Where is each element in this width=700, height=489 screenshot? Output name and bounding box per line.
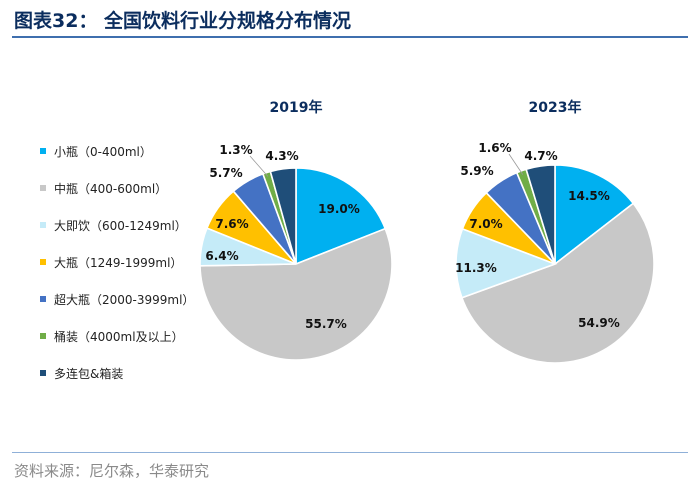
pie-slice: [460, 202, 655, 364]
data-label: 19.0%: [318, 202, 360, 216]
data-label: 1.6%: [478, 141, 511, 155]
pie-0: 2019年 19.0% 55.7% 6.4% 7.6% 5.7% 1.3% 4.3%: [199, 99, 393, 361]
data-label: 14.5%: [568, 189, 610, 203]
pie-title: 2019年: [270, 99, 323, 116]
data-label: 4.3%: [265, 149, 298, 163]
data-label: 5.7%: [209, 166, 242, 180]
pie-slice: [455, 227, 558, 299]
leader-line: [508, 153, 524, 175]
data-label: 7.6%: [215, 217, 248, 231]
legend-label: 中瓶（400-600ml）: [54, 181, 167, 196]
page-title: 图表32： 全国饮料行业分规格分布情况: [14, 10, 352, 32]
legend-swatch: [40, 370, 46, 376]
pie-charts: 2019年 19.0% 55.7% 6.4% 7.6% 5.7% 1.3% 4.3% 2023年…: [199, 99, 655, 364]
legend-label: 大即饮（600-1249ml）: [54, 219, 187, 233]
legend-swatch: [40, 259, 46, 265]
legend-label: 超大瓶（2000-3999ml）: [54, 292, 194, 307]
footer-divider: [12, 452, 688, 453]
pie-slice: [269, 167, 297, 265]
legend-label: 多连包&箱装: [54, 366, 123, 381]
legend-swatch: [40, 148, 46, 154]
legend-label: 小瓶（0-400ml）: [54, 145, 152, 159]
pie-chart-figure: 小瓶（0-400ml） 中瓶（400-600ml） 大即饮（600-1249ml） 大…: [40, 99, 655, 381]
data-label: 6.4%: [205, 249, 238, 263]
legend-swatch: [40, 222, 46, 228]
data-label: 55.7%: [305, 317, 347, 331]
pie-slice: [199, 227, 393, 361]
data-label: 1.3%: [219, 143, 252, 157]
data-label: 54.9%: [578, 316, 620, 330]
leader-line: [249, 155, 269, 177]
legend-swatch: [40, 296, 46, 302]
data-label: 7.0%: [469, 217, 502, 231]
title-divider: [12, 36, 688, 38]
data-label: 5.9%: [460, 164, 493, 178]
legend-swatch: [40, 333, 46, 339]
legend-swatch: [40, 185, 46, 191]
legend-label: 大瓶（1249-1999ml）: [54, 256, 182, 270]
pie-1: 2023年 14.5% 54.9% 11.3% 7.0% 5.9% 1.6% 4.7%: [455, 99, 655, 364]
data-label: 11.3%: [455, 261, 497, 275]
legend-label: 桶装（4000ml及以上）: [54, 329, 184, 344]
legend: 小瓶（0-400ml） 中瓶（400-600ml） 大即饮（600-1249ml） 大…: [40, 145, 194, 381]
pie-title: 2023年: [529, 99, 582, 116]
pie-slice: [295, 167, 387, 266]
pie-slice: [525, 164, 556, 265]
pie-slice: [554, 164, 635, 266]
data-label: 4.7%: [524, 149, 557, 163]
source-note: 资料来源：尼尔森，华泰研究: [14, 462, 210, 480]
